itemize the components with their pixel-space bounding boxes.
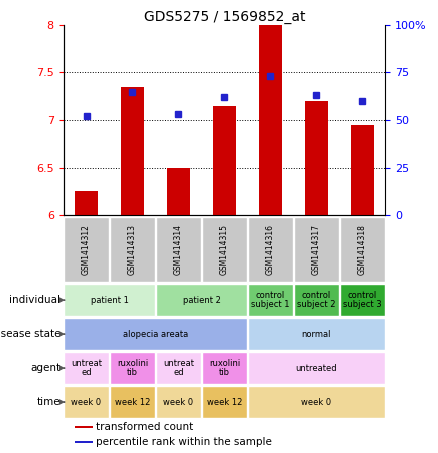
Text: week 0: week 0 xyxy=(71,398,102,406)
Bar xyxy=(340,217,385,282)
Text: individual: individual xyxy=(9,295,60,305)
Bar xyxy=(75,426,93,429)
Bar xyxy=(294,217,339,282)
Text: GSM1414317: GSM1414317 xyxy=(312,224,321,275)
Bar xyxy=(121,87,144,215)
Text: GSM1414318: GSM1414318 xyxy=(358,224,367,275)
Text: week 12: week 12 xyxy=(207,398,242,406)
Text: disease state: disease state xyxy=(0,329,60,339)
Text: percentile rank within the sample: percentile rank within the sample xyxy=(96,437,272,447)
Bar xyxy=(64,352,109,384)
Text: normal: normal xyxy=(302,330,331,338)
Text: untreat
ed: untreat ed xyxy=(163,359,194,377)
Bar xyxy=(64,217,109,282)
Bar xyxy=(110,386,155,418)
Bar xyxy=(213,106,236,215)
Bar xyxy=(248,284,293,316)
Bar xyxy=(259,25,282,215)
Bar xyxy=(305,101,328,215)
Bar xyxy=(110,352,155,384)
Text: GSM1414316: GSM1414316 xyxy=(266,224,275,275)
Bar xyxy=(167,168,190,215)
Text: week 0: week 0 xyxy=(163,398,194,406)
Bar xyxy=(75,441,93,443)
Text: control
subject 1: control subject 1 xyxy=(251,291,290,309)
Text: week 12: week 12 xyxy=(115,398,150,406)
Text: agent: agent xyxy=(30,363,60,373)
Bar xyxy=(64,318,247,350)
Text: patient 2: patient 2 xyxy=(183,296,220,304)
Text: ruxolini
tib: ruxolini tib xyxy=(117,359,148,377)
Text: alopecia areata: alopecia areata xyxy=(123,330,188,338)
Bar xyxy=(294,284,339,316)
Bar xyxy=(340,284,385,316)
Bar xyxy=(248,386,385,418)
Bar xyxy=(110,217,155,282)
Bar xyxy=(248,352,385,384)
Bar xyxy=(202,352,247,384)
Text: control
subject 2: control subject 2 xyxy=(297,291,336,309)
Text: untreat
ed: untreat ed xyxy=(71,359,102,377)
Text: GSM1414315: GSM1414315 xyxy=(220,224,229,275)
Bar xyxy=(156,217,201,282)
Text: time: time xyxy=(37,397,60,407)
Text: GSM1414312: GSM1414312 xyxy=(82,224,91,275)
Bar xyxy=(248,217,293,282)
Bar xyxy=(202,386,247,418)
Text: untreated: untreated xyxy=(296,364,337,372)
Bar xyxy=(202,217,247,282)
Title: GDS5275 / 1569852_at: GDS5275 / 1569852_at xyxy=(144,10,305,24)
Bar xyxy=(351,125,374,215)
Text: GSM1414313: GSM1414313 xyxy=(128,224,137,275)
Text: transformed count: transformed count xyxy=(96,422,193,432)
Bar xyxy=(156,284,247,316)
Bar xyxy=(156,352,201,384)
Text: GSM1414314: GSM1414314 xyxy=(174,224,183,275)
Bar xyxy=(156,386,201,418)
Bar xyxy=(75,191,98,215)
Text: ruxolini
tib: ruxolini tib xyxy=(209,359,240,377)
Text: week 0: week 0 xyxy=(301,398,332,406)
Bar xyxy=(248,318,385,350)
Bar xyxy=(64,284,155,316)
Text: patient 1: patient 1 xyxy=(91,296,128,304)
Bar xyxy=(64,386,109,418)
Text: control
subject 3: control subject 3 xyxy=(343,291,382,309)
